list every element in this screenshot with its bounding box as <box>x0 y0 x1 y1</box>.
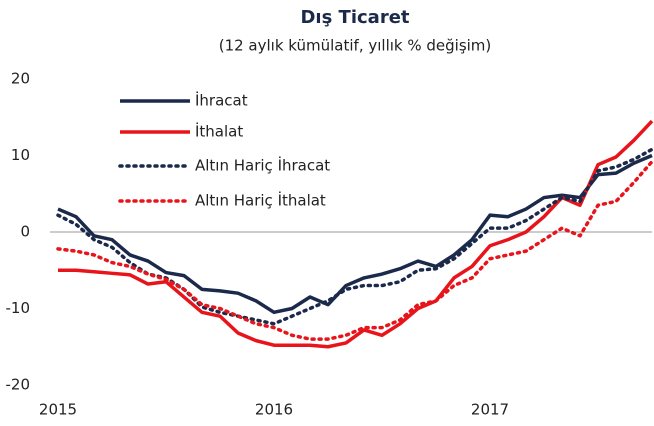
series-line <box>56 159 654 341</box>
series-line <box>57 153 653 315</box>
y-tick-label: 20 <box>11 70 30 88</box>
series-line <box>58 119 654 349</box>
x-tick-label: 2015 <box>39 401 77 419</box>
legend-label: İthalat <box>195 122 243 141</box>
y-tick-label: 0 <box>20 223 30 241</box>
y-tick-label: 10 <box>11 146 30 164</box>
legend-label: Altın Hariç İhracat <box>195 156 330 175</box>
x-tick-label: 2016 <box>255 401 293 419</box>
chart-title: Dış Ticaret <box>300 7 409 28</box>
chart-subtitle: (12 aylık kümülatif, yıllık % değişim) <box>219 37 492 55</box>
y-tick-label: -20 <box>6 376 31 394</box>
series-line <box>56 147 654 326</box>
legend-label: Altın Hariç İthalat <box>195 191 326 210</box>
legend-label: İhracat <box>195 91 248 110</box>
x-tick-label: 2017 <box>471 401 509 419</box>
y-tick-label: -10 <box>6 299 31 317</box>
